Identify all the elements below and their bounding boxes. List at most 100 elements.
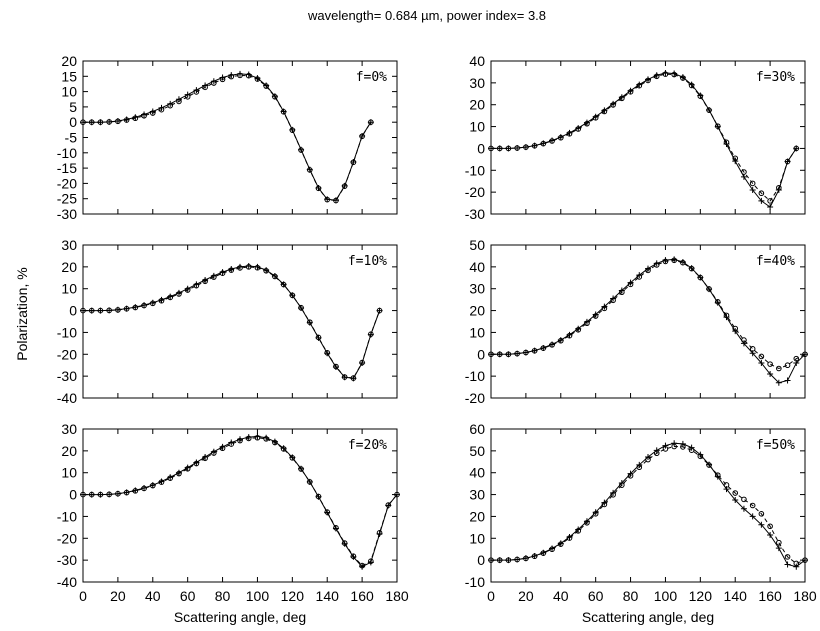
data-point-circle: [219, 445, 226, 452]
y-tick-label: -20: [465, 390, 485, 406]
data-point-circle: [671, 71, 677, 78]
data-point-circle: [350, 375, 357, 381]
data-point-circle: [706, 462, 712, 468]
x-axis-label-left: Scattering angle, deg: [174, 609, 306, 625]
data-point-circle: [132, 488, 139, 494]
data-point-circle: [714, 123, 721, 129]
data-point-circle: [610, 491, 616, 498]
panel-annotation: f=50%: [756, 438, 795, 453]
y-tick-label: 20: [469, 303, 485, 319]
plot-frame: [82, 60, 398, 215]
y-tick-label: 30: [469, 75, 485, 91]
data-point-circle: [680, 259, 686, 266]
data-point-circle: [228, 267, 235, 273]
data-point-circle: [671, 443, 677, 450]
data-point-circle: [732, 325, 739, 332]
y-tick-label: 0: [69, 114, 77, 130]
data-point-circle: [741, 169, 747, 175]
panel-annotation: f=10%: [348, 254, 387, 269]
data-point-circle: [619, 289, 625, 296]
data-point-circle: [88, 491, 95, 498]
data-point-circle: [167, 294, 174, 301]
plot-frame: [82, 428, 398, 583]
series-line-circle: [491, 445, 806, 564]
data-point-circle: [741, 496, 747, 503]
data-point-circle: [202, 84, 208, 91]
data-point-circle: [627, 472, 634, 479]
data-point-circle: [333, 363, 339, 370]
data-point-circle: [714, 472, 721, 478]
data-point-circle: [653, 73, 660, 80]
data-point-circle: [514, 350, 520, 357]
y-tick-label: -40: [57, 390, 77, 406]
data-point-circle: [359, 133, 365, 140]
data-point-circle: [176, 291, 182, 297]
data-point-circle: [723, 312, 730, 319]
x-tick-label: 180: [385, 588, 409, 604]
data-point-circle: [531, 143, 538, 149]
y-tick-label: -10: [465, 162, 485, 178]
data-point-circle: [688, 265, 695, 272]
data-point-circle: [115, 490, 121, 497]
data-point-circle: [575, 327, 582, 333]
data-point-circle: [680, 444, 686, 450]
data-point-circle: [610, 102, 616, 108]
data-point-circle: [298, 304, 304, 311]
data-point-circle: [219, 270, 226, 276]
data-point-circle: [385, 502, 392, 508]
y-tick-label: -10: [57, 324, 77, 340]
x-tick-label: 140: [724, 588, 748, 604]
data-point-circle: [653, 450, 660, 457]
data-point-circle: [176, 98, 182, 105]
x-tick-label: 60: [588, 588, 604, 604]
y-tick-label: 20: [61, 443, 77, 459]
data-point-circle: [333, 197, 339, 204]
data-point-circle: [359, 562, 365, 569]
data-point-circle: [298, 147, 304, 153]
data-point-circle: [359, 359, 365, 366]
y-tick-label: 10: [469, 119, 485, 135]
data-point-circle: [601, 305, 608, 312]
data-point-circle: [115, 118, 121, 125]
y-tick-label: 20: [469, 97, 485, 113]
data-point-circle: [132, 115, 139, 122]
data-point-circle: [298, 466, 304, 472]
data-point-circle: [505, 351, 512, 358]
data-point-plus: [767, 370, 774, 377]
data-point-circle: [680, 75, 686, 81]
y-tick-label: 0: [477, 346, 485, 362]
data-point-circle: [211, 450, 217, 456]
data-point-circle: [601, 501, 608, 508]
y-tick-label: 15: [61, 68, 77, 84]
data-point-circle: [732, 490, 739, 496]
y-tick-label: 40: [469, 465, 485, 481]
data-point-circle: [106, 119, 112, 125]
data-point-circle: [193, 460, 200, 467]
series-line-plus: [491, 258, 806, 384]
data-point-circle: [488, 351, 494, 358]
y-tick-label: 20: [469, 508, 485, 524]
data-point-circle: [793, 355, 800, 362]
data-point-circle: [376, 307, 383, 314]
data-point-circle: [688, 82, 695, 89]
y-tick-label: -30: [465, 206, 485, 222]
x-tick-label: 40: [145, 588, 161, 604]
data-point-plus: [740, 505, 747, 512]
data-point-circle: [272, 94, 278, 100]
data-point-circle: [158, 479, 165, 485]
data-point-circle: [619, 482, 625, 488]
data-point-plus: [775, 379, 782, 386]
x-tick-label: 120: [689, 588, 713, 604]
data-point-circle: [549, 138, 555, 144]
data-point-circle: [802, 351, 808, 358]
data-point-plus: [732, 497, 739, 504]
data-point-circle: [80, 307, 86, 314]
data-point-circle: [619, 95, 625, 102]
data-point-circle: [315, 185, 322, 192]
data-point-plus: [775, 545, 782, 552]
data-point-circle: [671, 257, 677, 264]
data-point-circle: [88, 119, 95, 125]
data-point-circle: [549, 546, 555, 553]
